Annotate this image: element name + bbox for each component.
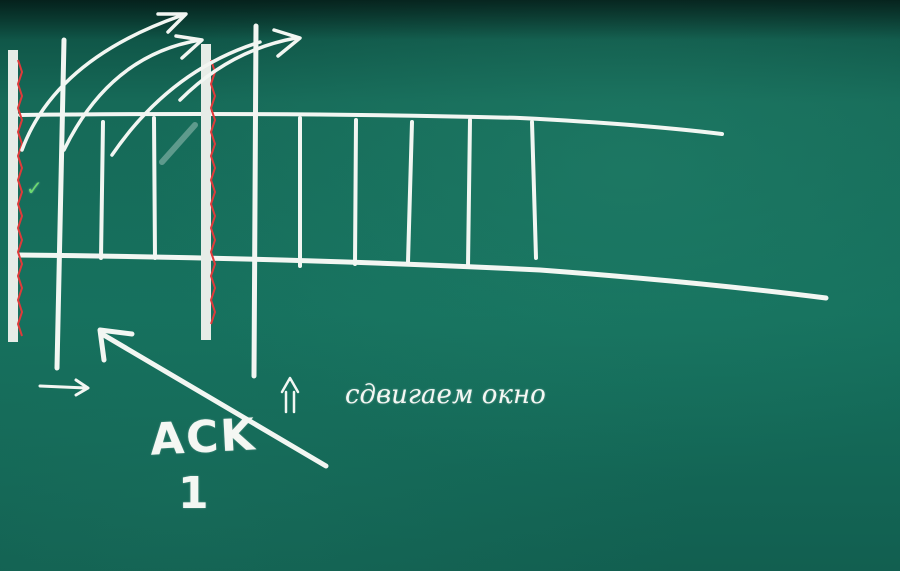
send-arrow-head	[272, 28, 302, 58]
buffer-bottom-line	[15, 252, 829, 301]
cell-divider	[99, 120, 105, 260]
acknowledged-check-mark: ✓	[26, 176, 43, 200]
send-arrow	[20, 14, 182, 152]
chalk-smudge	[159, 122, 198, 165]
new-window-right-line	[251, 23, 259, 379]
window-move-up-arrow-icon	[280, 376, 300, 414]
ack-number: 1	[178, 468, 209, 519]
cell-divider	[152, 116, 157, 260]
send-arrow	[110, 40, 262, 157]
old-window-left-bar	[8, 50, 18, 342]
shift-arrow	[38, 378, 90, 397]
cell-divider	[406, 120, 414, 264]
send-arrow-head	[156, 12, 188, 34]
send-arrow	[62, 38, 202, 152]
old-window-right-bar	[201, 44, 211, 340]
cell-divider	[353, 118, 358, 266]
red-scribble-left	[16, 59, 24, 337]
ack-arrow-head	[97, 327, 135, 363]
cell-divider	[466, 118, 472, 268]
new-window-left-line	[54, 37, 67, 371]
ack-arrow	[99, 331, 329, 469]
ack-label: ACK	[148, 409, 258, 466]
send-arrow	[178, 36, 298, 102]
send-arrow-head	[174, 34, 204, 60]
shift-window-caption: сдвигаем окно	[345, 380, 546, 410]
buffer-top-line	[18, 112, 724, 136]
cell-divider	[530, 120, 538, 260]
red-scribble-right	[209, 59, 217, 325]
